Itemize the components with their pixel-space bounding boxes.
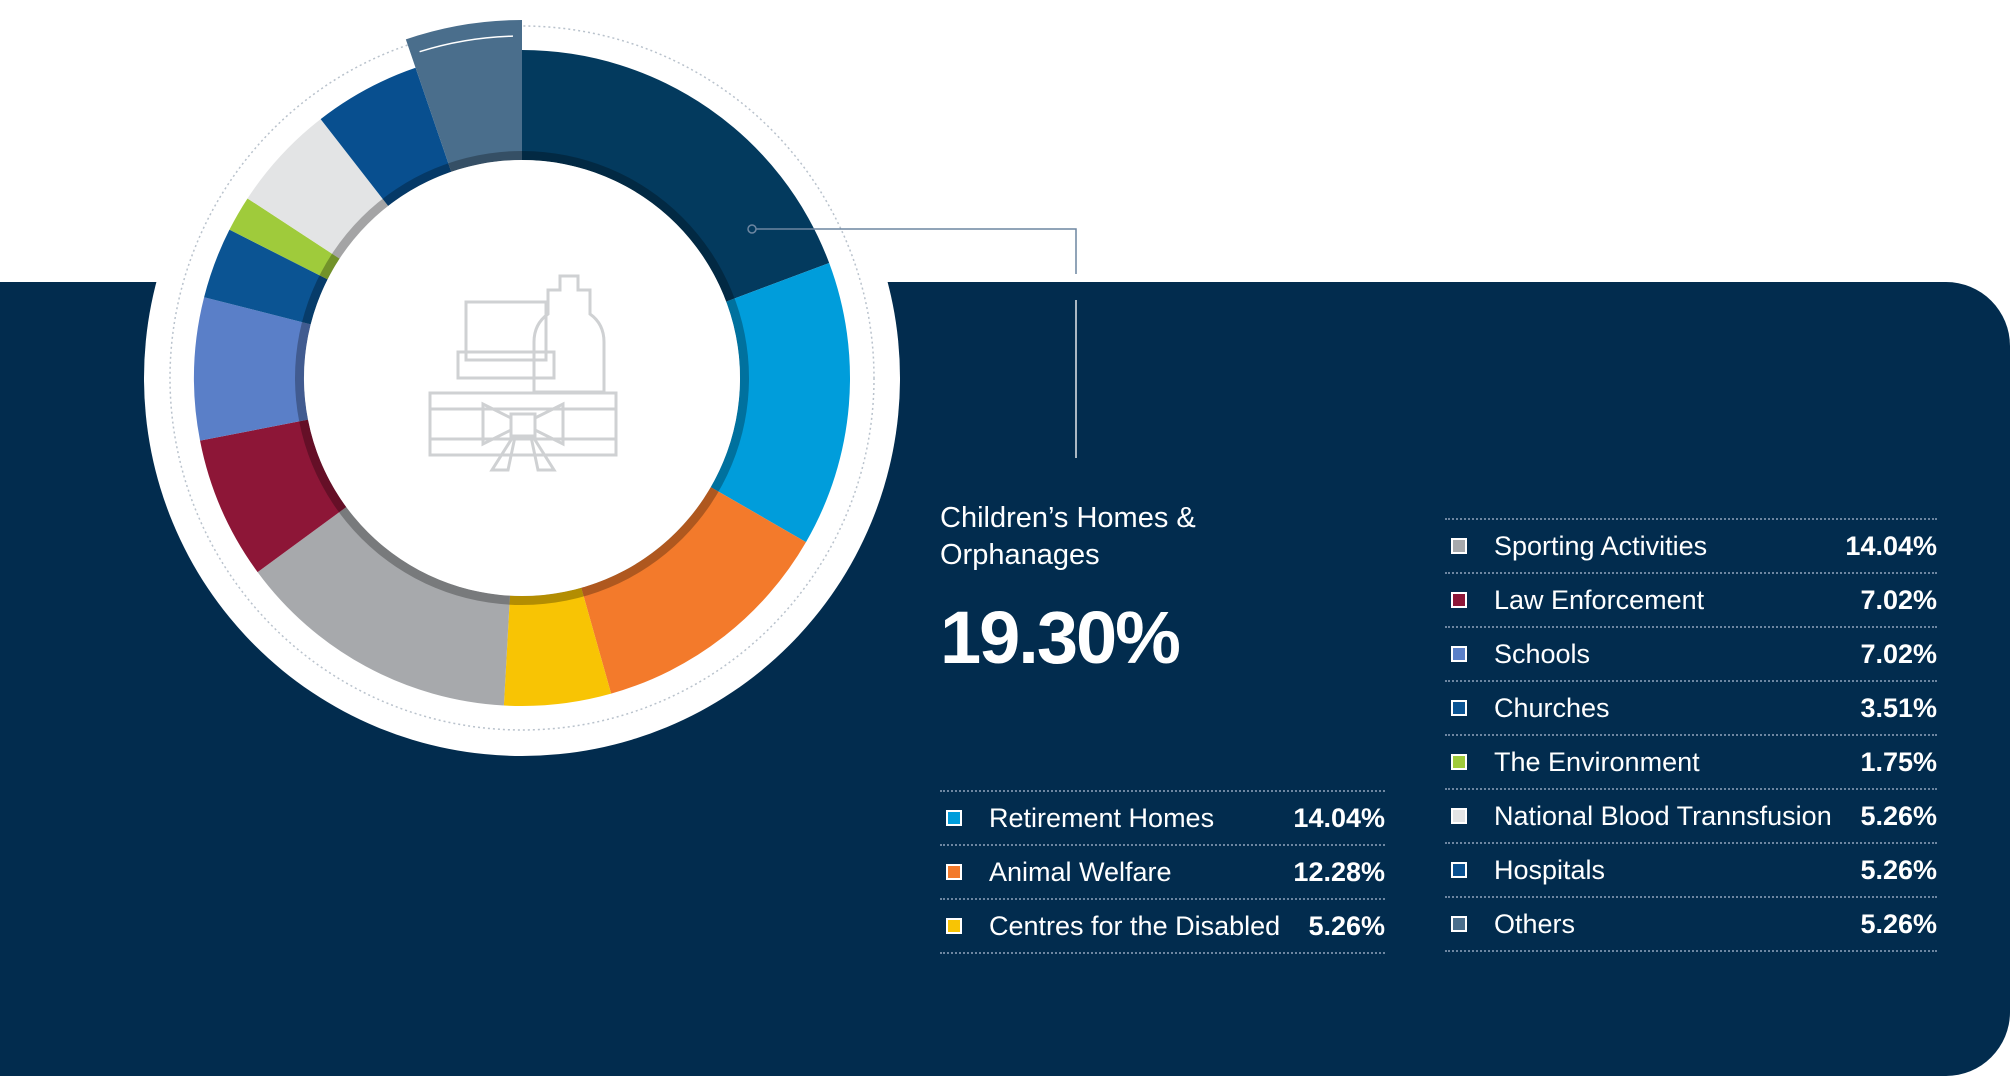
legend-item: Others 5.26% — [1445, 898, 1937, 952]
legend-swatch-icon — [1451, 916, 1467, 932]
gift-box-icon — [428, 274, 618, 472]
highlight-value: 19.30% — [940, 596, 1181, 679]
legend-value: 12.28% — [1293, 856, 1385, 887]
highlight-callout-line — [747, 224, 1077, 458]
legend-swatch-icon — [1451, 808, 1467, 824]
legend-swatch-icon — [1451, 646, 1467, 662]
legend-value: 1.75% — [1860, 746, 1937, 777]
donut-slice-churches — [204, 229, 328, 325]
legend-label: Churches — [1494, 692, 1610, 723]
legend-item: Schools 7.02% — [1445, 628, 1937, 682]
legend-value: 5.26% — [1308, 910, 1385, 941]
legend-left: Retirement Homes 14.04% Animal Welfare 12.… — [940, 790, 1385, 954]
donut-slice-law-enforcement — [200, 419, 347, 573]
legend-value: 5.26% — [1860, 800, 1937, 831]
legend-item: Retirement Homes 14.04% — [940, 792, 1385, 846]
legend-right: Sporting Activities 14.04% Law Enforcemen… — [1445, 518, 1937, 952]
legend-label: Sporting Activities — [1494, 530, 1708, 561]
legend-label: The Environment — [1494, 746, 1700, 777]
legend-label: Others — [1494, 908, 1576, 939]
legend-item: The Environment 1.75% — [1445, 736, 1937, 790]
legend-item: Churches 3.51% — [1445, 682, 1937, 736]
legend-value: 5.26% — [1860, 854, 1937, 885]
donut-slice-others — [405, 20, 522, 172]
legend-swatch-icon — [1451, 862, 1467, 878]
others-accent-arc — [419, 35, 513, 53]
legend-value: 3.51% — [1860, 692, 1937, 723]
donut-slices — [193, 20, 850, 706]
legend-item: National Blood Trannsfusion 5.26% — [1445, 790, 1937, 844]
legend-value: 7.02% — [1860, 584, 1937, 615]
legend-value: 14.04% — [1845, 530, 1937, 561]
chart-center — [295, 151, 749, 605]
highlight-label: Children’s Homes & Orphanages — [940, 502, 1196, 571]
legend-swatch-icon — [946, 918, 962, 934]
legend-item: Hospitals 5.26% — [1445, 844, 1937, 898]
legend-label: Animal Welfare — [989, 856, 1172, 887]
legend-swatch-icon — [946, 810, 962, 826]
legend-value: 7.02% — [1860, 638, 1937, 669]
legend-item: Law Enforcement 7.02% — [1445, 574, 1937, 628]
legend-swatch-icon — [1451, 754, 1467, 770]
legend-item: Animal Welfare 12.28% — [940, 846, 1385, 900]
donut-slice-children-s-homes-orphanages — [522, 50, 830, 302]
donut-slice-the-environment — [229, 198, 340, 280]
legend-item: Centres for the Disabled 5.26% — [940, 900, 1385, 954]
donut-slice-centres-for-the-disabled — [503, 587, 612, 706]
legend-swatch-icon — [1451, 700, 1467, 716]
legend-label: Centres for the Disabled — [989, 910, 1281, 941]
outer-dotted-ring — [169, 25, 875, 731]
legend-label: Retirement Homes — [989, 802, 1215, 833]
donut-slice-national-blood-trannsfusion — [247, 119, 389, 259]
legend-swatch-icon — [1451, 592, 1467, 608]
legend-label: National Blood Trannsfusion — [1494, 800, 1832, 831]
donut-slice-schools — [193, 297, 311, 441]
donut-slice-sporting-activities — [257, 507, 510, 706]
legend-label: Hospitals — [1494, 854, 1606, 885]
legend-swatch-icon — [946, 864, 962, 880]
legend-value: 5.26% — [1860, 908, 1937, 939]
donut-slice-retirement-homes — [710, 263, 850, 543]
donut-slice-hospitals — [320, 67, 452, 206]
legend-label: Schools — [1494, 638, 1591, 669]
donut-slice-animal-welfare — [581, 487, 806, 694]
legend-swatch-icon — [1451, 538, 1467, 554]
legend-label: Law Enforcement — [1494, 584, 1705, 615]
legend-value: 14.04% — [1293, 802, 1385, 833]
legend-item: Sporting Activities 14.04% — [1445, 520, 1937, 574]
